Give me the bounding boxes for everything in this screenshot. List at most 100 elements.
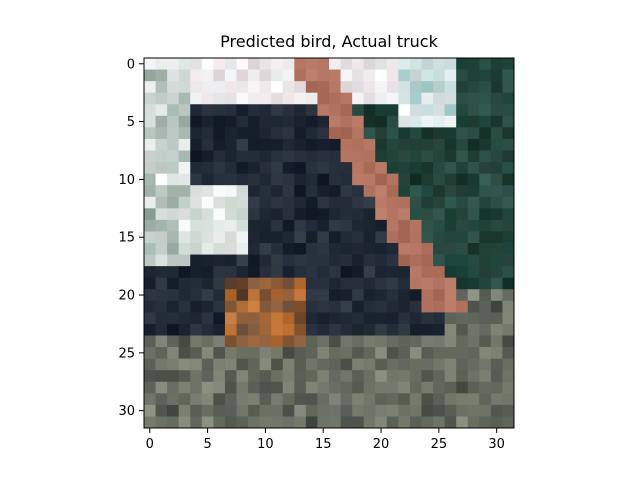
pixel-cell (502, 92, 515, 105)
pixel-cell (363, 347, 376, 360)
pixel-cell (271, 115, 284, 128)
y-tick-label: 5 (127, 115, 135, 130)
pixel-cell (479, 404, 492, 417)
pixel-cell (386, 416, 399, 429)
pixel-cell (409, 312, 422, 325)
pixel-cell (317, 231, 330, 244)
pixel-cell (271, 289, 284, 302)
pixel-cell (363, 381, 376, 394)
pixel-cell (236, 347, 249, 360)
pixel-cell (144, 127, 156, 140)
pixel-cell (155, 370, 168, 383)
pixel-cell (421, 266, 434, 279)
pixel-cell (224, 404, 237, 417)
pixel-cell (155, 208, 168, 221)
pixel-cell (282, 254, 295, 267)
pixel-cell (190, 277, 203, 290)
pixel-cell (490, 254, 503, 267)
pixel-cell (190, 266, 203, 279)
pixel-cell (178, 358, 191, 371)
pixel-cell (178, 335, 191, 348)
pixel-cell (352, 370, 365, 383)
pixel-cell (259, 127, 272, 140)
pixel-cell (444, 58, 457, 70)
pixel-cell (456, 347, 469, 360)
pixel-cell (421, 208, 434, 221)
pixel-cell (340, 243, 353, 255)
pixel-cell (167, 69, 180, 82)
pixel-cell (305, 358, 318, 371)
pixel-cell (490, 231, 503, 244)
pixel-cell (329, 150, 341, 163)
pixel-cell (167, 162, 180, 175)
pixel-cell (490, 335, 503, 348)
pixel-cell (502, 289, 515, 302)
pixel-cell (190, 104, 203, 117)
pixel-cell (248, 127, 261, 140)
pixel-cell (433, 150, 446, 163)
pixel-cell (490, 173, 503, 186)
pixel-cell (294, 196, 307, 209)
pixel-cell (178, 243, 191, 255)
pixel-cell (155, 243, 168, 255)
pixel-cell (456, 358, 469, 371)
pixel-cell (294, 254, 307, 267)
pixel-cell (409, 347, 422, 360)
pixel-cell (421, 393, 434, 406)
pixel-cell (444, 162, 457, 175)
pixel-cell (340, 323, 353, 336)
pixel-cell (363, 323, 376, 336)
pixel-cell (317, 312, 330, 325)
pixel-cell (352, 138, 365, 151)
pixel-cell (294, 358, 307, 371)
pixel-cell (352, 335, 365, 348)
pixel-cell (502, 69, 515, 82)
pixel-cell (433, 381, 446, 394)
pixel-cell (271, 404, 284, 417)
pixel-cell (490, 393, 503, 406)
pixel-cell (144, 162, 156, 175)
pixel-cell (224, 185, 237, 198)
pixel-cell (190, 231, 203, 244)
pixel-cell (248, 231, 261, 244)
pixel-cell (467, 127, 480, 140)
pixel-cell (398, 335, 411, 348)
pixel-cell (201, 266, 214, 279)
pixel-cell (421, 300, 434, 313)
pixel-cell (340, 312, 353, 325)
pixel-cell (259, 104, 272, 117)
pixel-cell (502, 370, 515, 383)
pixel-cell (248, 208, 261, 221)
pixel-cell (248, 323, 261, 336)
pixel-cell (294, 58, 307, 70)
pixel-cell (178, 150, 191, 163)
pixel-cell (271, 393, 284, 406)
y-tick-label: 0 (127, 57, 135, 72)
pixel-cell (421, 150, 434, 163)
pixel-cell (329, 81, 341, 94)
pixel-cell (167, 404, 180, 417)
pixel-cell (375, 335, 388, 348)
pixel-cell (444, 416, 457, 429)
pixel-cell (340, 300, 353, 313)
pixel-cell (467, 196, 480, 209)
pixel-cell (467, 300, 480, 313)
pixel-cell (375, 323, 388, 336)
pixel-cell (386, 381, 399, 394)
pixel-cell (282, 208, 295, 221)
pixel-cell (248, 393, 261, 406)
pixel-cell (317, 208, 330, 221)
pixel-cell (375, 208, 388, 221)
pixel-cell (502, 300, 515, 313)
pixel-cell (433, 208, 446, 221)
pixel-cell (502, 185, 515, 198)
pixel-cell (155, 312, 168, 325)
pixel-cell (190, 92, 203, 105)
pixel-cell (398, 196, 411, 209)
pixel-cell (248, 162, 261, 175)
pixel-cell (444, 231, 457, 244)
pixel-cell (467, 162, 480, 175)
pixel-cell (224, 58, 237, 70)
pixel-cell (282, 127, 295, 140)
pixel-cell (467, 58, 480, 70)
